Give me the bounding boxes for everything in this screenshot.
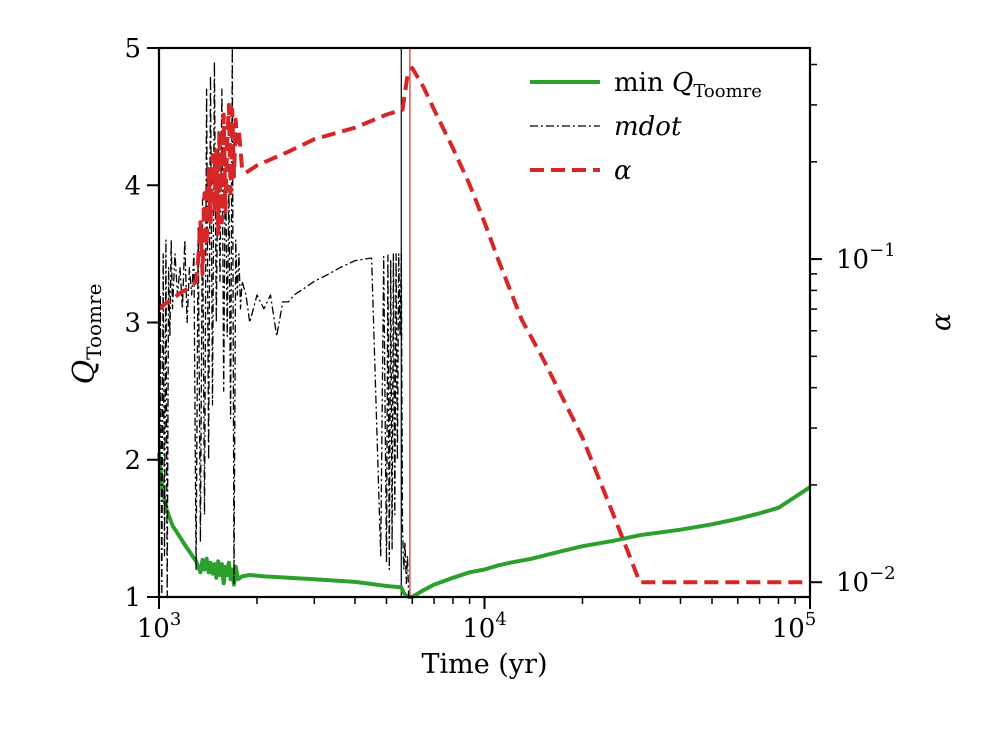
series-layer (157, 47, 812, 599)
y-left-tick-label: 5 (124, 34, 141, 64)
left-y-axis-label: QToomre (67, 284, 106, 385)
left-y-axis: 1 2 3 4 5 (124, 34, 159, 613)
x-axis-label: Time (yr) (421, 649, 547, 680)
series-line-alpha (157, 66, 810, 585)
series-line-min-q-toomre (157, 452, 812, 599)
right-y-axis: 10−2 10−1 (810, 63, 896, 598)
y-right-tick-label: 10−2 (836, 563, 896, 598)
svg-text:QToomre: QToomre (67, 284, 106, 385)
y-left-tick-label: 1 (124, 583, 141, 613)
legend: min QToomre mdot α (530, 68, 762, 186)
y-left-tick-label: 2 (124, 446, 141, 476)
x-tick-label: 104 (462, 609, 507, 644)
legend-label-1: mdot (614, 112, 682, 142)
series-line-mdot (158, 47, 410, 598)
y-left-tick-label: 4 (124, 171, 141, 201)
legend-label-2: α (614, 156, 632, 186)
legend-label-0: min QToomre (614, 68, 762, 102)
x-tick-label: 105 (772, 609, 817, 644)
y-left-tick-label: 3 (124, 309, 141, 339)
x-tick-label: 103 (137, 609, 182, 644)
x-axis: 103 104 105 (137, 597, 817, 644)
y-right-tick-label: 10−1 (836, 240, 896, 275)
right-y-axis-label: α (926, 313, 957, 331)
